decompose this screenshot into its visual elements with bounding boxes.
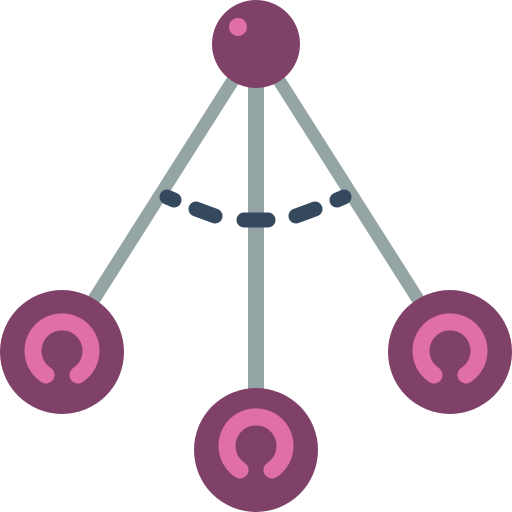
- right-bob-ball: [388, 290, 512, 414]
- motion-arc: [159, 189, 352, 228]
- left-bob-highlight: [24, 313, 100, 384]
- pendulum-rods: [65, 36, 447, 428]
- pivot: [212, 0, 300, 88]
- pivot-ball: [212, 0, 300, 88]
- arc-dash-4: [288, 201, 323, 224]
- arc-dash-2: [188, 201, 223, 224]
- left-rod: [65, 37, 263, 341]
- center-bob: [194, 388, 318, 512]
- arc-dash-1: [159, 189, 182, 208]
- arc-dash-5: [329, 189, 352, 208]
- left-bob-ball: [0, 290, 124, 414]
- pivot-highlight: [229, 18, 247, 36]
- left-bob: [0, 290, 124, 414]
- center-bob-highlight: [218, 408, 294, 479]
- right-bob-highlight: [412, 313, 488, 384]
- right-bob: [388, 290, 512, 414]
- right-rod: [249, 37, 447, 341]
- center-bob-ball: [194, 388, 318, 512]
